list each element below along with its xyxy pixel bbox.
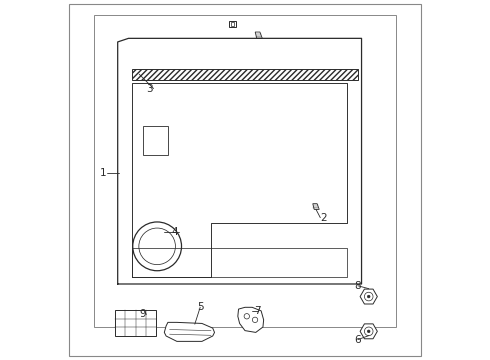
Ellipse shape <box>244 314 249 319</box>
Polygon shape <box>360 289 377 304</box>
Bar <box>231 22 234 26</box>
Text: 3: 3 <box>147 84 153 94</box>
Text: 9: 9 <box>140 310 146 319</box>
Polygon shape <box>164 322 215 341</box>
Bar <box>229 21 236 27</box>
Polygon shape <box>238 307 264 332</box>
Polygon shape <box>255 32 262 39</box>
Ellipse shape <box>365 292 373 301</box>
Ellipse shape <box>139 228 175 265</box>
Ellipse shape <box>365 327 373 336</box>
Bar <box>143 126 168 155</box>
Text: 7: 7 <box>254 306 261 316</box>
Bar <box>132 69 358 80</box>
Polygon shape <box>313 204 319 210</box>
Ellipse shape <box>133 222 181 271</box>
Ellipse shape <box>368 330 370 333</box>
Ellipse shape <box>368 295 370 298</box>
Text: 6: 6 <box>355 334 361 345</box>
Text: 8: 8 <box>355 281 361 291</box>
Bar <box>95 15 395 327</box>
Ellipse shape <box>252 317 258 323</box>
Text: 5: 5 <box>197 302 203 312</box>
Text: 4: 4 <box>172 227 178 237</box>
Polygon shape <box>360 324 377 339</box>
Text: 1: 1 <box>100 168 107 178</box>
Bar <box>115 310 156 336</box>
Text: 2: 2 <box>320 213 327 222</box>
